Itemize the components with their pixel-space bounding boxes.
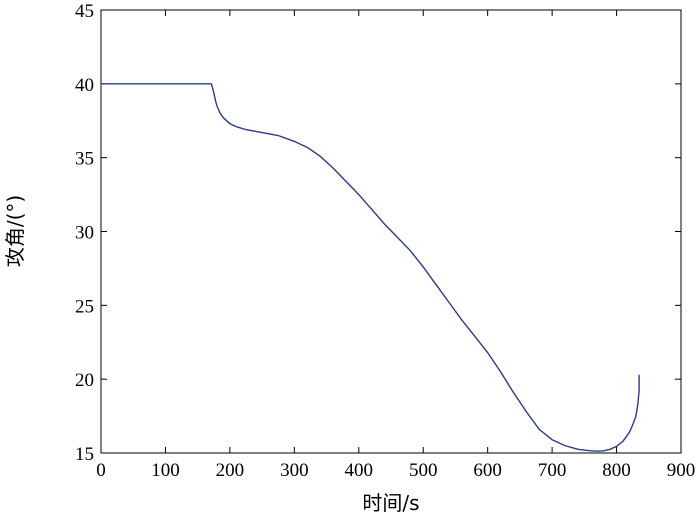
y-tick-label: 40 xyxy=(75,75,94,96)
x-tick-label: 300 xyxy=(280,460,309,481)
x-axis-label: 时间/s xyxy=(362,491,419,515)
y-tick-label: 35 xyxy=(75,149,94,170)
x-tick-label: 900 xyxy=(667,460,696,481)
x-tick-label: 600 xyxy=(473,460,502,481)
y-tick-label: 45 xyxy=(75,1,94,22)
y-axis-label: 攻角/(°) xyxy=(3,195,27,267)
y-tick-label: 15 xyxy=(75,444,94,465)
y-tick-label: 20 xyxy=(75,370,94,391)
series-line xyxy=(101,83,640,452)
x-tick-label: 100 xyxy=(151,460,180,481)
axis-ticks xyxy=(100,9,682,454)
x-tick-label: 800 xyxy=(602,460,631,481)
x-tick-label: 0 xyxy=(96,460,106,481)
x-tick-label: 700 xyxy=(538,460,567,481)
y-tick-label: 25 xyxy=(75,296,94,317)
x-tick-label: 500 xyxy=(409,460,438,481)
x-tick-label: 400 xyxy=(345,460,374,481)
y-tick-label: 30 xyxy=(75,223,94,244)
x-tick-label: 200 xyxy=(216,460,245,481)
axis-tick-labels: 0 100 200 300 400 500 600 700 800 900 15 20 25 30 35 40… xyxy=(75,1,695,481)
